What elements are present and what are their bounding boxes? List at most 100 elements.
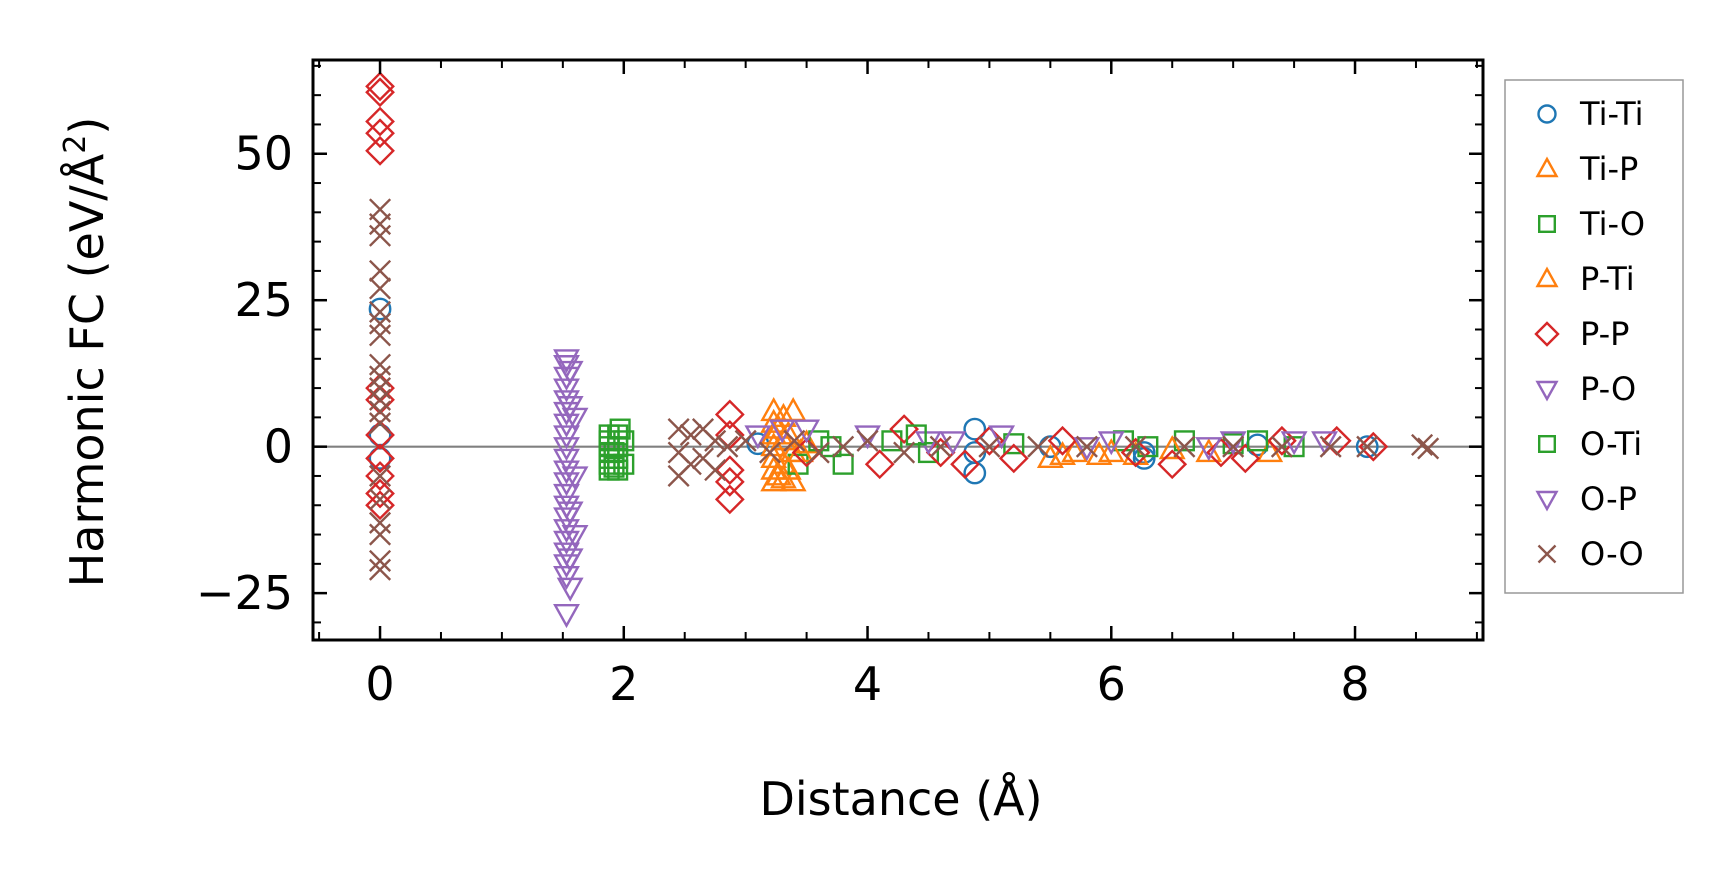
data-point [950, 449, 980, 480]
data-point [765, 461, 793, 486]
y-tick-label: 25 [234, 273, 293, 327]
data-point [368, 488, 392, 511]
data-point [1049, 440, 1076, 466]
axes-frame [311, 58, 1485, 642]
data-point [368, 312, 392, 335]
data-point [365, 106, 395, 137]
data-point [368, 523, 392, 546]
data-point [760, 467, 788, 492]
data-point [556, 360, 584, 385]
legend-marker [1535, 156, 1559, 178]
data-point [714, 399, 745, 430]
data-point [1158, 435, 1186, 460]
y-tick-label: −25 [196, 566, 293, 620]
data-point [1027, 435, 1050, 458]
data-point [553, 378, 580, 403]
data-point [368, 297, 392, 321]
y-axis-label: Harmonic FC (eV/Å2) [58, 117, 114, 588]
data-point [1195, 437, 1223, 462]
data-point [793, 419, 821, 444]
data-point [553, 460, 580, 485]
legend-label: P-O [1580, 370, 1636, 408]
data-point [1417, 437, 1440, 460]
data-point [758, 441, 782, 464]
data-point [553, 565, 580, 591]
data-point [553, 437, 580, 462]
legend-marker [1537, 214, 1556, 233]
data-point [1355, 435, 1379, 459]
data-point [1075, 435, 1098, 458]
data-point [768, 419, 796, 444]
legend-marker [1535, 380, 1559, 402]
data-point [553, 483, 580, 508]
axis-ticks: 0 2 4 6 8 −25 0 25 50 [196, 60, 1483, 711]
data-point [561, 466, 589, 491]
data-point [1173, 435, 1196, 458]
data-point [609, 418, 631, 440]
data-point [1283, 436, 1305, 458]
series-o-o [368, 198, 1440, 581]
data-point [1097, 431, 1125, 456]
data-point [368, 377, 392, 400]
data-point [556, 577, 584, 602]
data-point [365, 71, 395, 102]
data-point [368, 212, 392, 236]
data-point [963, 417, 987, 441]
legend-marker [1534, 321, 1560, 347]
data-point [679, 453, 702, 476]
legend-marker [1535, 490, 1559, 512]
data-point [1411, 433, 1434, 456]
data-point [765, 414, 793, 439]
data-point [832, 435, 855, 458]
legend-box [1504, 79, 1684, 594]
data-point [856, 429, 879, 452]
data-point [864, 449, 895, 480]
data-point [365, 443, 395, 474]
legend-entry-p-ti: P-Ti [1535, 260, 1635, 298]
data-point [905, 424, 927, 446]
data-point [368, 511, 392, 534]
series-p-o [553, 349, 1339, 629]
legend-entry-ti-p: Ti-P [1535, 150, 1638, 188]
data-point [679, 423, 702, 446]
data-point [714, 484, 745, 515]
x-tick-label: 8 [1340, 657, 1369, 711]
data-point [553, 604, 580, 629]
data-point [1137, 436, 1159, 458]
data-point [368, 464, 392, 488]
data-point [963, 461, 987, 485]
data-point [368, 365, 392, 388]
data-point [368, 224, 392, 247]
x-tick-label: 6 [1097, 657, 1126, 711]
y-axis-label-main: Harmonic FC (eV/Å [60, 153, 114, 587]
legend-entry-ti-o: Ti-O [1537, 205, 1645, 243]
data-point [603, 456, 625, 478]
data-point [368, 400, 392, 423]
legend-marker [1537, 104, 1557, 124]
data-point [368, 324, 392, 347]
legend-label: Ti-P [1579, 150, 1638, 188]
data-point [368, 277, 392, 300]
legend-entry-o-o: O-O [1537, 535, 1644, 573]
data-point [704, 429, 727, 452]
legend-label: Ti-O [1579, 205, 1645, 243]
x-tick-label: 0 [365, 657, 394, 711]
legend-marker [1537, 435, 1556, 454]
data-point [1280, 431, 1308, 456]
data-point [917, 441, 940, 464]
data-point [553, 448, 580, 473]
data-point [744, 425, 772, 450]
data-point [603, 441, 625, 464]
data-point [915, 431, 942, 456]
legend-label: O-O [1580, 535, 1644, 573]
data-point [774, 420, 802, 445]
series-o-ti [603, 418, 1269, 478]
data-point [368, 388, 392, 411]
data-point [667, 418, 690, 441]
data-point [1124, 435, 1147, 458]
data-point [978, 435, 1001, 458]
x-tick-label: 4 [853, 657, 882, 711]
legend-label: O-P [1580, 480, 1637, 518]
data-point [365, 77, 395, 108]
